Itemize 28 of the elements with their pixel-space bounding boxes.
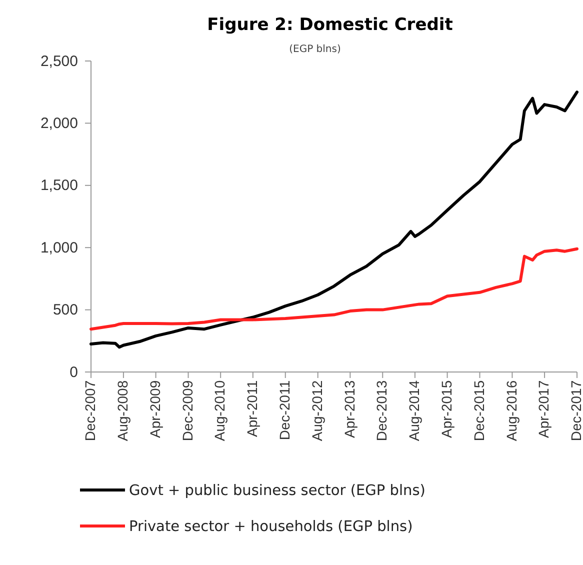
x-tick-label: Aug-2012 [308,380,325,442]
x-tick-label: Apr-2013 [341,380,358,438]
y-tick-label: 2,000 [40,115,78,132]
y-tick-label: 1,000 [40,239,78,256]
x-tick-label: Apr-2017 [536,380,552,438]
y-tick-label: 1,500 [40,177,78,194]
line-series [90,90,578,349]
chart-subtitle: (EGP blns) [289,44,341,55]
x-tick-label: Dec-2007 [82,380,98,442]
legend-label: Private sector + households (EGP blns) [129,519,413,535]
x-tick-label: Dec-2011 [276,380,292,440]
x-tick-label: Apr-2015 [438,380,454,438]
x-tick-label: Dec-2015 [470,380,487,442]
x-tick-label: Aug-2010 [212,380,228,442]
y-tick-label: 500 [52,302,78,319]
x-tick-label: Aug-2014 [406,380,422,442]
x-tick-label: Apr-2009 [146,380,163,438]
y-tick-label: 0 [70,364,78,381]
legend-label: Govt + public business sector (EGP blns) [129,483,426,499]
x-tick-label: Dec-2017 [568,380,583,442]
line-series [90,247,578,331]
x-tick-label: Dec-2013 [374,380,390,442]
x-tick-label: Apr-2011 [244,380,260,437]
x-tick-label: Aug-2008 [114,380,131,442]
x-tick-label: Dec-2009 [179,380,196,442]
chart-title: Figure 2: Domestic Credit [207,15,453,35]
y-tick-label: 2,500 [40,52,78,70]
x-tick-label: Aug-2016 [503,380,520,442]
